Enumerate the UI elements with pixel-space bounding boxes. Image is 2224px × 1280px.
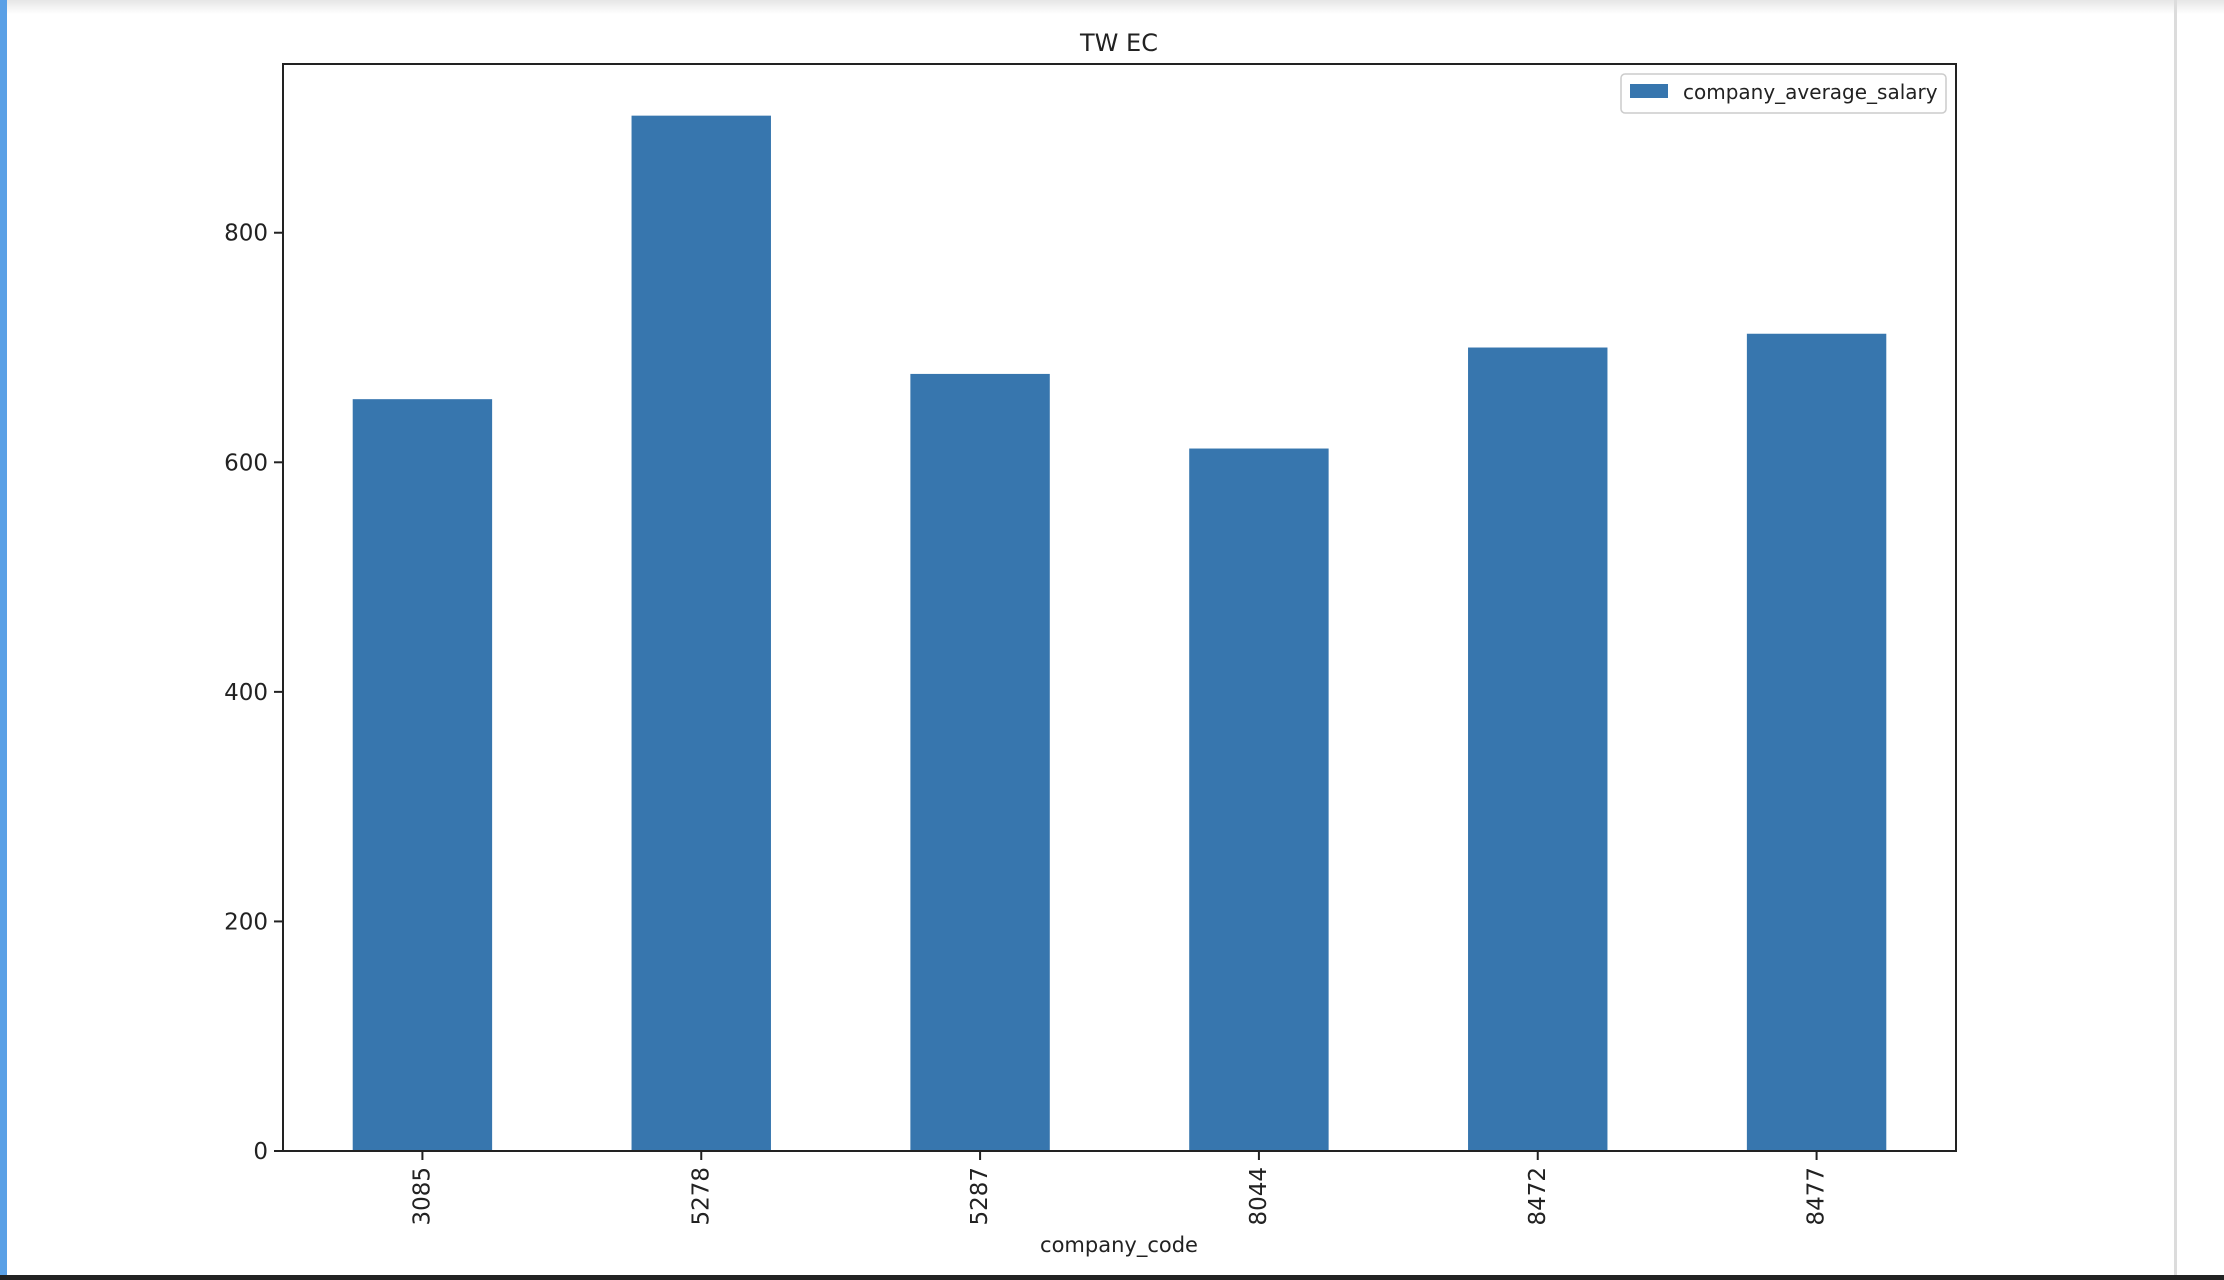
top-shadow [0,0,2224,14]
cell-selection-strip [0,0,7,1280]
plot-frame [282,63,1957,1152]
bars [352,115,1887,1152]
bar-3085 [352,399,493,1151]
output-right-border [2174,0,2177,1280]
x-tick-label-3085: 3085 [409,1167,435,1226]
x-tick-label-5278: 5278 [688,1167,714,1226]
x-tick-label-8477: 8477 [1804,1167,1830,1226]
bar-8044 [1189,448,1329,1152]
legend-swatch [1630,84,1668,98]
output-bottom-border [0,1275,2224,1280]
x-tick-label-5287: 5287 [967,1167,993,1226]
x-tick-label-8044: 8044 [1246,1167,1272,1226]
y-tick-label: 200 [224,909,268,935]
y-tick-label: 800 [224,221,268,247]
y-tick-label: 0 [253,1139,268,1165]
plot-area [283,64,1956,1151]
legend: company_average_salary [1620,73,1947,114]
chart-title: TW EC [1079,29,1158,57]
bar-5278 [631,115,771,1151]
bar-8472 [1468,347,1608,1151]
legend-box [1620,73,1947,114]
bar-5287 [910,373,1050,1151]
y-tick-label: 600 [224,450,268,476]
y-tick-label: 400 [224,680,268,706]
x-axis: 3085 5278 5287 8044 8472 8477 [409,1151,1830,1226]
bar-8477 [1746,333,1887,1151]
x-tick-label-8472: 8472 [1525,1167,1551,1226]
y-axis: 0 200 400 600 800 [224,221,283,1165]
legend-entry-label: company_average_salary [1683,80,1938,104]
x-axis-label: company_code [1040,1233,1198,1258]
